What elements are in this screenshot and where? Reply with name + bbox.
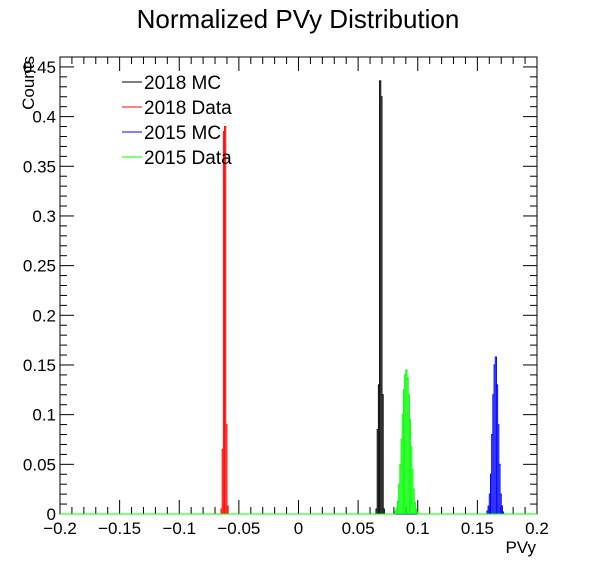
plot-area: −0.2 −0.15 −0.1 −0.05 0 0.05 0.1 0.15 0.2 0 0.05 0.… <box>23 56 549 538</box>
y-tick-label: 0.45 <box>23 58 56 77</box>
y-tick-label: 0.15 <box>23 356 56 375</box>
series-2015-data <box>60 369 537 515</box>
x-tick-label: −0.05 <box>217 519 260 538</box>
x-tick-label: 0.05 <box>342 519 375 538</box>
x-tick-label: −0.15 <box>98 519 141 538</box>
x-tick-label: 0.2 <box>525 519 549 538</box>
x-tick-label: 0.1 <box>406 519 430 538</box>
x-tick-label: −0.1 <box>162 519 196 538</box>
y-tick-label: 0.1 <box>32 406 56 425</box>
y-tick-label: 0 <box>47 505 56 524</box>
legend: 2018 MC 2018 Data 2015 MC 2015 Data <box>122 73 232 169</box>
x-tick-label: 0.15 <box>461 519 494 538</box>
series-2018-data <box>60 126 537 515</box>
series-layer <box>60 80 537 515</box>
legend-label: 2018 MC <box>144 73 221 94</box>
y-tick-label: 0.2 <box>32 306 56 325</box>
x-tick-label: 0 <box>294 519 303 538</box>
legend-label: 2015 Data <box>144 148 232 169</box>
legend-label: 2015 MC <box>144 123 221 144</box>
chart-title: Normalized PVy Distribution <box>137 4 460 34</box>
y-axis-title: Counts <box>19 56 38 110</box>
plot-frame <box>59 56 538 515</box>
y-tick-label: 0.3 <box>32 207 56 226</box>
x-axis-title: PVy <box>505 538 536 557</box>
y-tick-label: 0.35 <box>23 157 56 176</box>
y-tick-label: 0.4 <box>32 108 56 127</box>
y-tick-label: 0.05 <box>23 455 56 474</box>
y-tick-label: 0.25 <box>23 257 56 276</box>
series-2018-mc <box>60 80 537 515</box>
x-tick-label: −0.2 <box>43 519 77 538</box>
series-2015-mc <box>60 356 537 515</box>
legend-label: 2018 Data <box>144 98 232 119</box>
